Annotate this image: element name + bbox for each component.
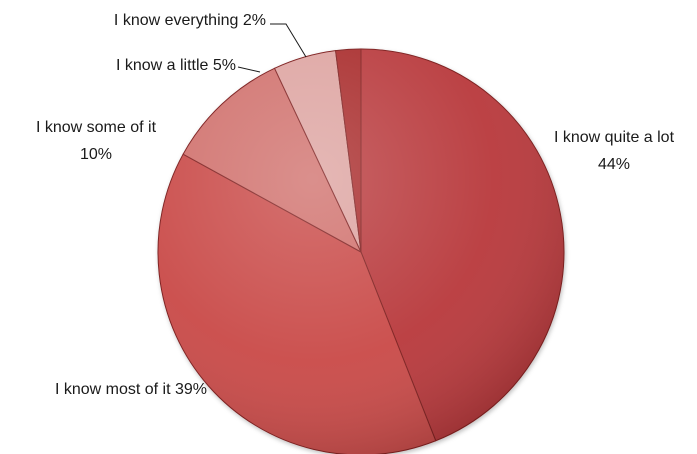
label-some-percent: 10% <box>80 146 112 163</box>
label-some: I know some of it <box>36 119 157 136</box>
label-most: I know most of it 39% <box>55 381 207 398</box>
label-everything: I know everything 2% <box>114 12 266 29</box>
pie-slices <box>157 48 565 454</box>
leader-line-little <box>237 66 261 73</box>
leader-line-everything <box>270 23 307 58</box>
label-little: I know a little 5% <box>116 57 236 74</box>
label-quite-a-lot: I know quite a lot <box>554 129 675 146</box>
label-quite-a-lot-percent: 44% <box>598 156 630 173</box>
